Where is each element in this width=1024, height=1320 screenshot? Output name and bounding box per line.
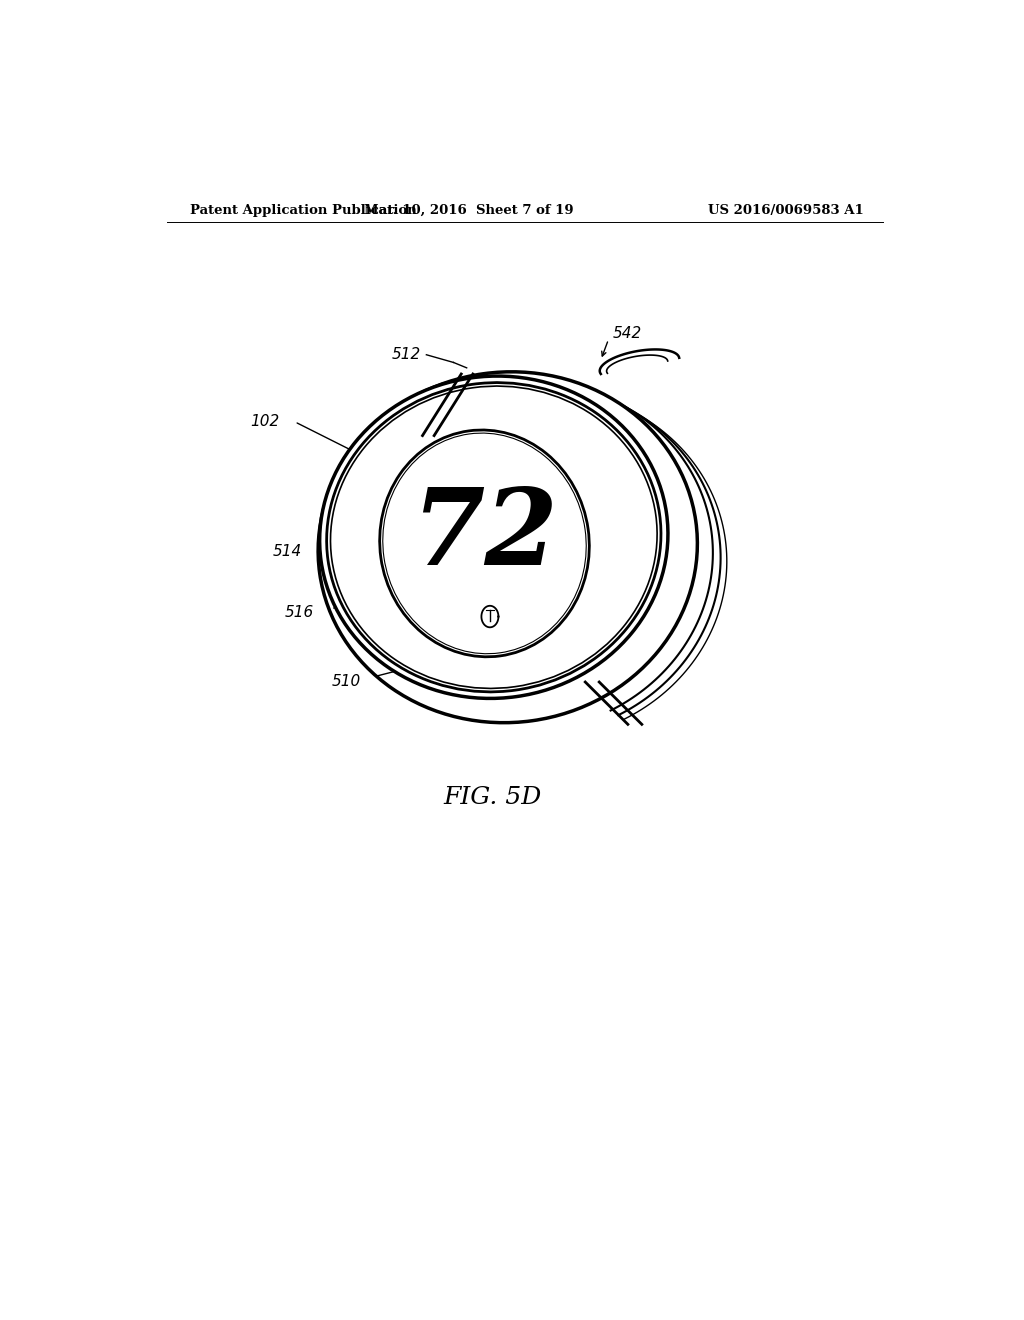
Text: 102: 102 [250,414,280,429]
Text: Mar. 10, 2016  Sheet 7 of 19: Mar. 10, 2016 Sheet 7 of 19 [365,205,573,218]
Ellipse shape [380,430,590,657]
Text: 514: 514 [273,544,302,558]
Text: FIG. 5D: FIG. 5D [443,785,542,809]
Text: 512: 512 [392,347,421,362]
Ellipse shape [319,376,668,698]
Text: Patent Application Publication: Patent Application Publication [190,205,417,218]
Text: 510: 510 [331,675,360,689]
Ellipse shape [318,372,697,722]
Text: 516: 516 [285,605,314,620]
Text: 542: 542 [612,326,642,342]
Text: 72: 72 [411,484,558,587]
Text: US 2016/0069583 A1: US 2016/0069583 A1 [709,205,864,218]
